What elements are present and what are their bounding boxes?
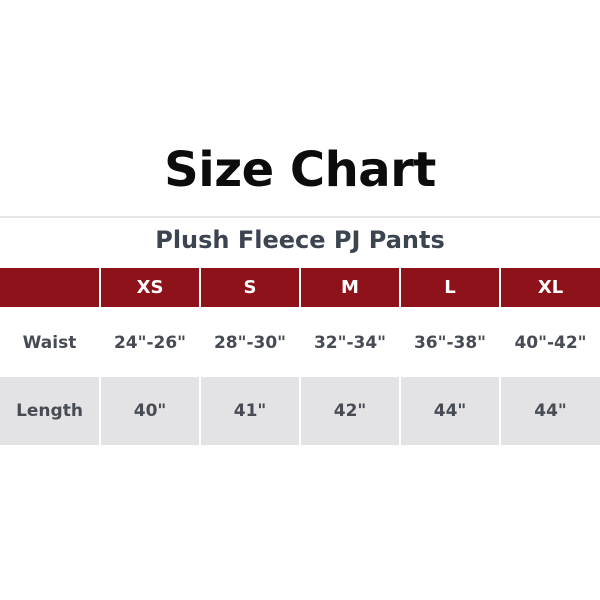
- table-cell: 44": [499, 377, 600, 445]
- table-cell: 32"-34": [299, 307, 400, 377]
- table-cell: 24"-26": [99, 307, 200, 377]
- table-row-waist: Waist 24"-26" 28"-30" 32"-34" 36"-38" 40…: [0, 307, 600, 377]
- header-xl: XL: [499, 268, 600, 308]
- table-cell: 36"-38": [399, 307, 500, 377]
- table-cell: 40": [99, 377, 200, 445]
- table-cell: 40"-42": [499, 307, 600, 377]
- table-row-length: Length 40" 41" 42" 44" 44": [0, 377, 600, 445]
- table-cell: 42": [299, 377, 400, 445]
- table-cell: 41": [199, 377, 300, 445]
- header-row: XS S M L XL: [0, 268, 600, 308]
- divider: [0, 216, 600, 218]
- header-xs: XS: [99, 268, 200, 308]
- header-l: L: [399, 268, 500, 308]
- header-m: M: [299, 268, 400, 308]
- row-label: Length: [0, 377, 100, 445]
- table-cell: 44": [399, 377, 500, 445]
- row-label: Waist: [0, 307, 100, 377]
- header-s: S: [199, 268, 300, 308]
- table-cell: 28"-30": [199, 307, 300, 377]
- size-table: XS S M L XL Waist 24"-26" 28"-30" 32"-34…: [0, 268, 600, 445]
- page-title: Size Chart: [164, 142, 436, 198]
- product-subtitle: Plush Fleece PJ Pants: [155, 226, 445, 254]
- header-empty: [0, 268, 100, 308]
